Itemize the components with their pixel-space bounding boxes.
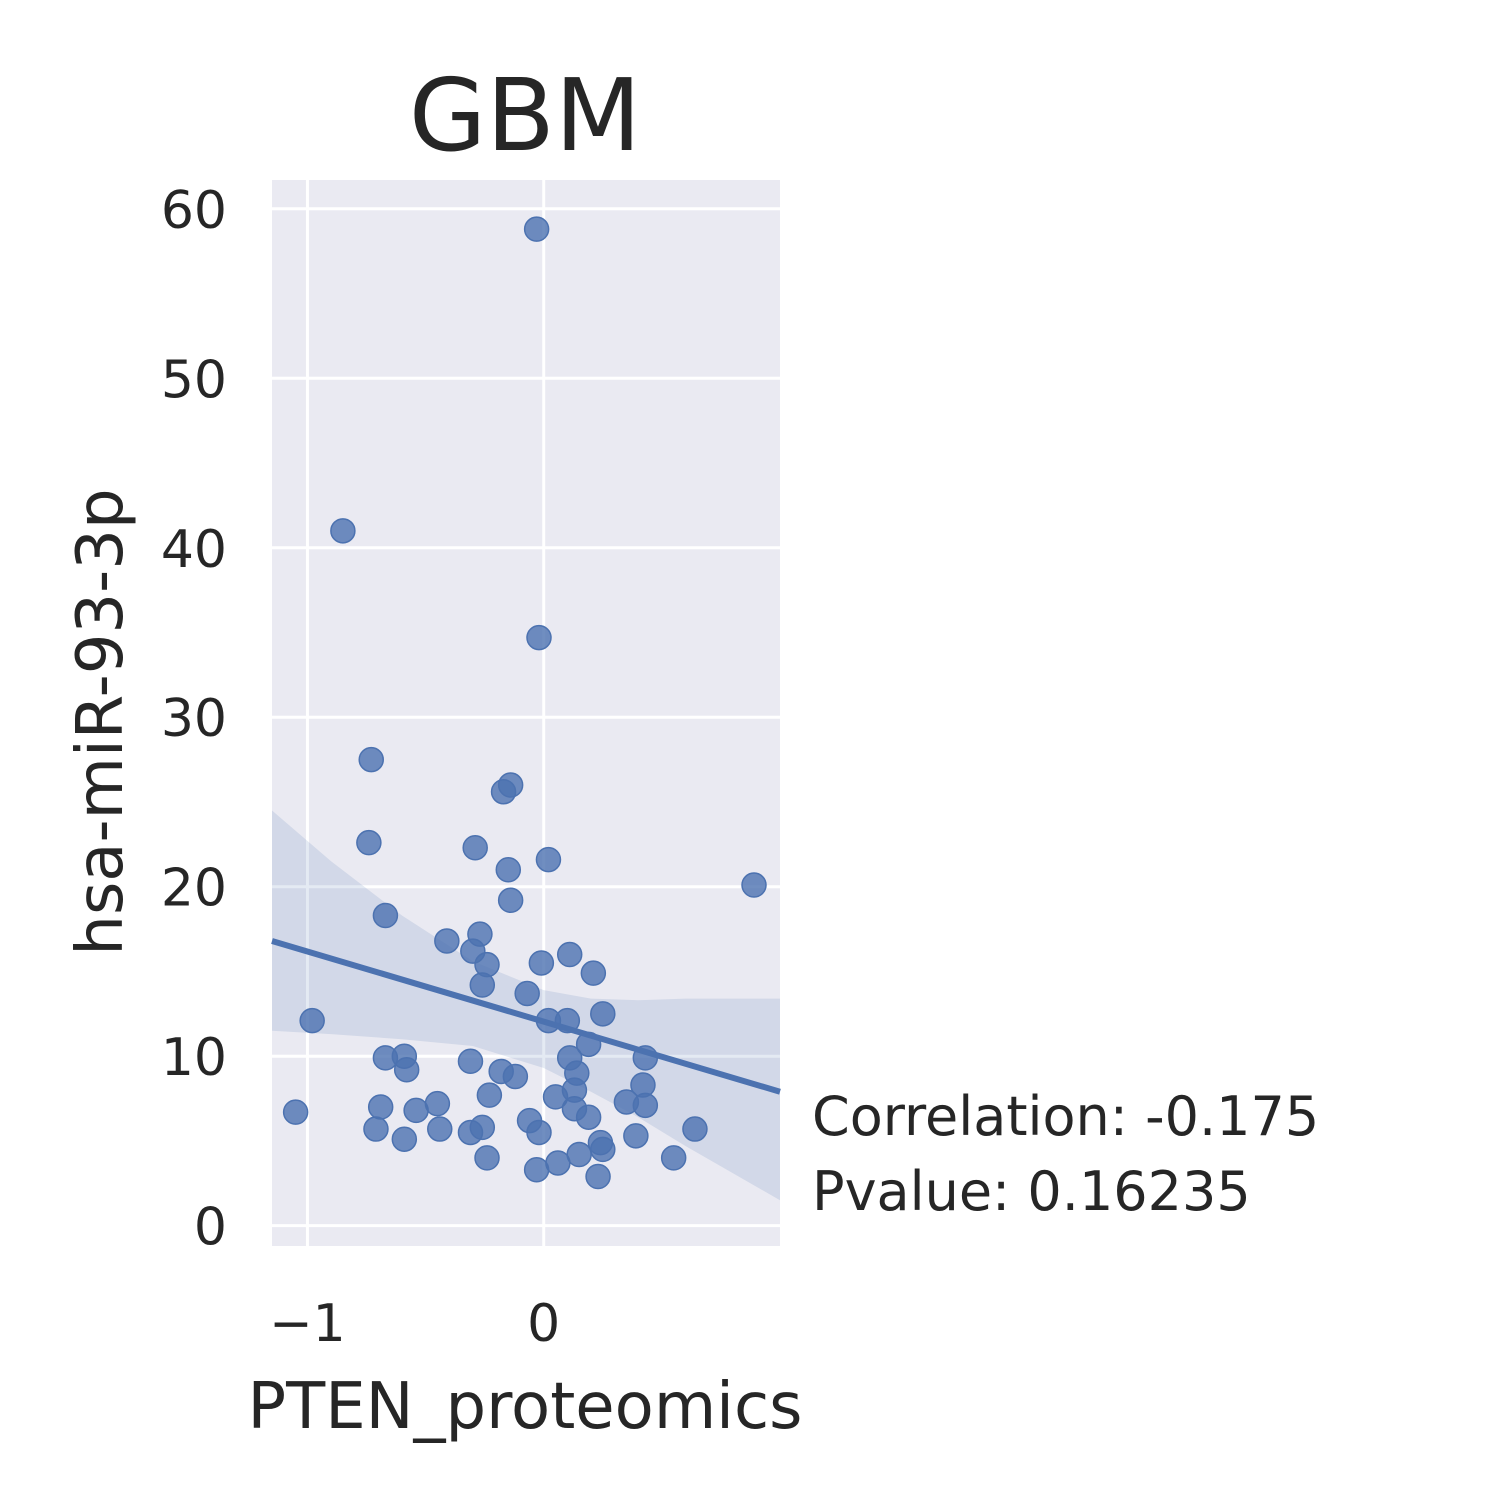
data-point [575,1104,602,1130]
data-point [502,1063,529,1090]
data-point [514,980,540,1007]
y-tick-label: 0 [194,1198,227,1258]
chart-title: GBM [409,57,641,174]
data-point [526,1119,552,1146]
data-point [403,1097,429,1124]
data-point [495,857,522,883]
data-point [358,746,384,773]
grid [272,180,780,1246]
data-points [282,216,767,1190]
data-point [363,1116,389,1142]
data-point [660,1145,687,1171]
data-point [623,1123,649,1149]
data-point [682,1116,708,1142]
x-tick-label: −1 [269,1294,346,1354]
data-point [523,1156,550,1183]
data-point [299,1007,325,1034]
x-tick-labels: −1 0 [269,1294,560,1354]
data-point [545,1150,571,1176]
y-tick-label: 30 [161,689,227,749]
data-point [330,518,356,544]
data-point [585,1163,611,1190]
data-point [542,1084,569,1110]
data-point [528,950,555,976]
data-point [523,216,550,242]
data-point [556,941,583,968]
data-point [391,1126,418,1152]
data-point [469,972,496,998]
data-point [427,1116,453,1142]
data-point [356,829,382,856]
data-point [526,624,552,651]
data-point [476,1082,503,1108]
data-point [632,1092,659,1119]
correlation-annotation: Correlation: -0.175 [812,1085,1319,1148]
data-point [457,1048,484,1075]
y-tick-label: 10 [161,1028,227,1088]
data-point [490,779,517,805]
data-point [590,1001,616,1027]
data-point [457,1119,484,1146]
data-point [282,1099,309,1125]
y-tick-label: 60 [161,181,227,241]
data-point [741,872,767,898]
data-point [497,887,524,914]
data-point [367,1094,394,1120]
data-point [424,1090,451,1117]
x-tick-label: 0 [527,1294,560,1354]
x-axis-label: PTEN_proteomics [248,1370,803,1444]
data-point [474,1145,500,1171]
y-tick-label: 40 [161,520,227,580]
regression-line [271,938,781,1095]
y-tick-label: 20 [161,859,227,919]
data-point [462,834,488,861]
data-point [393,1056,420,1083]
data-point [580,960,607,986]
data-point [434,928,460,954]
data-point [590,1136,616,1163]
pvalue-annotation: Pvalue: 0.16235 [812,1160,1251,1223]
data-point [566,1141,592,1168]
y-tick-label: 50 [161,350,227,410]
y-axis-label: hsa-miR-93-3p [64,488,138,955]
y-tick-labels: 0 10 20 30 40 50 60 [161,181,227,1258]
data-point [535,846,562,873]
data-point [372,902,399,929]
